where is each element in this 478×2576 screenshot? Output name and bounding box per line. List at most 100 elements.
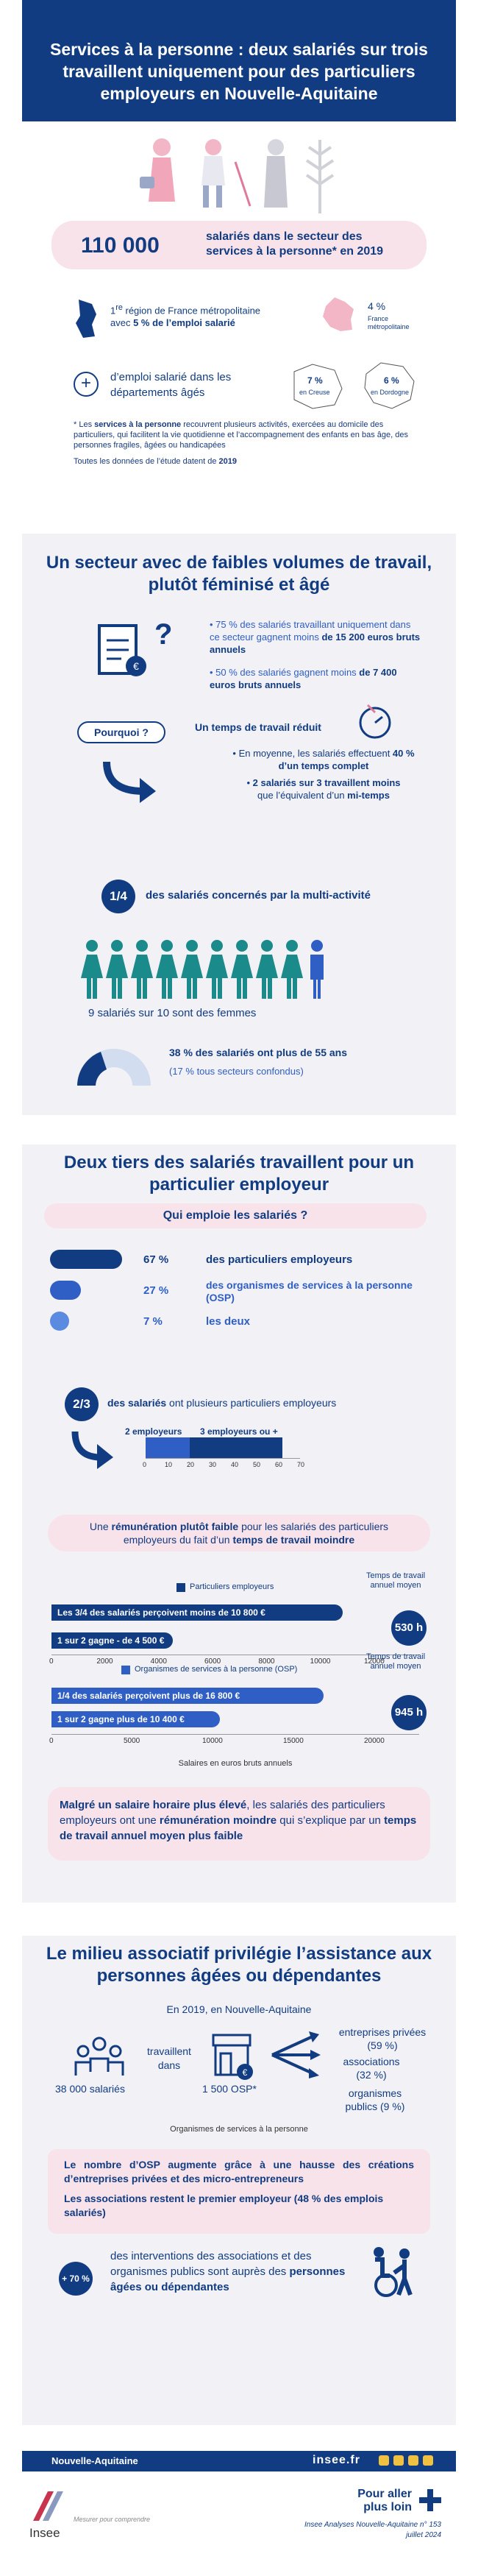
dordogne-map-icon: [364, 362, 415, 409]
annual-time-osp: Temps de travail annuel moyen: [365, 1652, 426, 1671]
woman-icon: [231, 940, 253, 999]
tick-label: 5000: [124, 1737, 140, 1745]
tick-label: 8000: [258, 1657, 275, 1666]
tick-label: 12000: [364, 1657, 385, 1666]
region-map-icon: [76, 300, 96, 338]
shop-icon: €: [212, 2034, 253, 2080]
youtube-icon[interactable]: [408, 2455, 418, 2466]
plus-big-icon: [419, 2489, 441, 2511]
footer-bar: Nouvelle-Aquitaine insee.fr: [22, 2451, 456, 2471]
age-stat: 38 % des salariés ont plus de 55 ans: [169, 1047, 347, 1058]
tick-label: 20000: [364, 1737, 385, 1745]
big-number-text: salariés dans le secteur des services à …: [206, 230, 384, 258]
row2-pill: [50, 1281, 81, 1300]
france-label: France métropolitaine: [368, 315, 410, 330]
woman-icon: [256, 940, 278, 999]
pe-bar-median: 1 sur 2 gagne - de 4 500 €: [51, 1632, 173, 1649]
tick-label: 10: [165, 1461, 173, 1468]
group-people-icon: [74, 2037, 124, 2076]
tick-label: 0: [49, 1657, 54, 1666]
woman-icon: [106, 940, 128, 999]
tick-label: 2000: [96, 1657, 113, 1666]
age-compare: (17 % tous secteurs confondus): [169, 1066, 304, 1077]
quarter-circle: 1/4: [101, 880, 135, 913]
woman-icon: [156, 940, 178, 999]
osp-bar-1-4: 1/4 des salariés perçoivent plus de 16 8…: [51, 1688, 324, 1704]
woman-icon: [206, 940, 228, 999]
header-banner: Services à la personne : deux salariés s…: [22, 0, 456, 121]
osp-bar-median: 1 sur 2 gagne plus de 10 400 €: [51, 1711, 220, 1727]
osp-axis: [51, 1734, 419, 1735]
row3-pill: [50, 1312, 69, 1331]
woman-icon: [81, 940, 103, 999]
twitter-icon[interactable]: [393, 2455, 404, 2466]
reduced-time: Un temps de travail réduit: [195, 721, 321, 733]
more-link[interactable]: Pour aller plus loin: [357, 2488, 412, 2513]
row3-label: les deux: [206, 1315, 251, 1328]
tick-label: 4000: [150, 1657, 167, 1666]
big-number-box: 110 000 salariés dans le secteur des ser…: [51, 221, 427, 269]
woman-icon: [131, 940, 153, 999]
publication-date: juillet 2024: [406, 2531, 441, 2539]
tick-label: 20: [187, 1461, 195, 1468]
clock-icon: [359, 704, 391, 739]
share-private: entreprises privées (59 %): [338, 2026, 427, 2051]
bar-2-employers: [146, 1437, 190, 1458]
osp-salary-chart: 1/4 des salariés perçoivent plus de 16 8…: [49, 1688, 419, 1754]
section-low-volumes: [22, 534, 456, 1115]
annual-time-pe: Temps de travail annuel moyen: [365, 1571, 426, 1590]
insee-wordmark: Insee: [29, 2526, 60, 2540]
interventions: des interventions des associations et de…: [110, 2250, 346, 2293]
france-pct: 4 %: [368, 300, 386, 312]
stat-50pct: • 50 % des salariés gagnent moins de 7 4…: [210, 667, 397, 690]
linkedin-icon[interactable]: [423, 2455, 433, 2466]
region-rank: 1re région de France métropolitaine avec…: [110, 303, 261, 329]
aged-text: d’emploi salarié dans les départements â…: [110, 371, 232, 399]
creuse-map-icon: [293, 364, 343, 409]
svg-text:€: €: [243, 2067, 248, 2078]
tick-label: 30: [209, 1461, 217, 1468]
facebook-icon[interactable]: [379, 2455, 389, 2466]
tick-label: 0: [49, 1737, 54, 1745]
tick-label: 15000: [283, 1737, 304, 1745]
pe-bar-3-4: Les 3/4 des salariés perçoivent moins de…: [51, 1604, 343, 1621]
who-employs: Qui emploie les salariés ?: [44, 1203, 427, 1228]
france-map-icon: [323, 297, 354, 331]
page-title: Services à la personne : deux salariés s…: [50, 40, 428, 103]
osp-count: 1 500 OSP*: [202, 2083, 257, 2095]
publication-ref: Insee Analyses Nouvelle-Aquitaine n° 153: [304, 2521, 441, 2529]
dordogne-label: en Dordogne: [371, 389, 410, 396]
pe-salary-chart: Les 3/4 des salariés perçoivent moins de…: [49, 1604, 419, 1671]
definition-note: * Les services à la personne recouvrent …: [74, 420, 408, 450]
tick-label: 70: [297, 1461, 305, 1468]
axis-line: [146, 1458, 300, 1459]
pink-box-growth: Le nombre d’OSP augmente grâce à une hau…: [48, 2149, 430, 2234]
tick-label: 10000: [202, 1737, 223, 1745]
insee-logo: [33, 2491, 63, 2521]
tick-label: 60: [275, 1461, 283, 1468]
age-donut: [77, 1049, 151, 1086]
section2-title: Deux tiers des salariés travaillent pour…: [63, 1153, 415, 1195]
creuse-pct: 7 %: [307, 375, 323, 386]
share-assoc: associations (32 %): [343, 2056, 400, 2081]
osp-hours: 945 h: [391, 1695, 427, 1730]
avg-time: • En moyenne, les salariés effectuent 40…: [232, 748, 415, 771]
stat-75pct: • 75 % des salariés travaillant uniqueme…: [210, 619, 421, 655]
women-ratio: 9 salariés sur 10 sont des femmes: [88, 1007, 257, 1019]
tick-label: 0: [143, 1461, 147, 1468]
share-public: organismes publics (9 %): [345, 2087, 405, 2112]
two-thirds-halftime: • 2 salariés sur 3 travaillent moins que …: [246, 777, 401, 801]
women-icons: [81, 940, 324, 999]
emp2-label: 2 employeurs: [125, 1426, 182, 1437]
legend-swatch-pe: [176, 1583, 185, 1592]
footer-site-link[interactable]: insee.fr: [313, 2454, 360, 2466]
svg-text:€: €: [133, 660, 139, 672]
section3-title: Le milieu associatif privilégie l’assist…: [46, 1944, 432, 1986]
svg-text:?: ?: [154, 618, 172, 651]
big-number: 110 000: [81, 233, 160, 258]
woman-icon: [181, 940, 203, 999]
section3-subtitle: En 2019, en Nouvelle-Aquitaine: [166, 2003, 312, 2015]
tick-label: 40: [231, 1461, 239, 1468]
working-in: travaillent dans: [147, 2045, 191, 2071]
creuse-label: en Creuse: [299, 389, 330, 396]
